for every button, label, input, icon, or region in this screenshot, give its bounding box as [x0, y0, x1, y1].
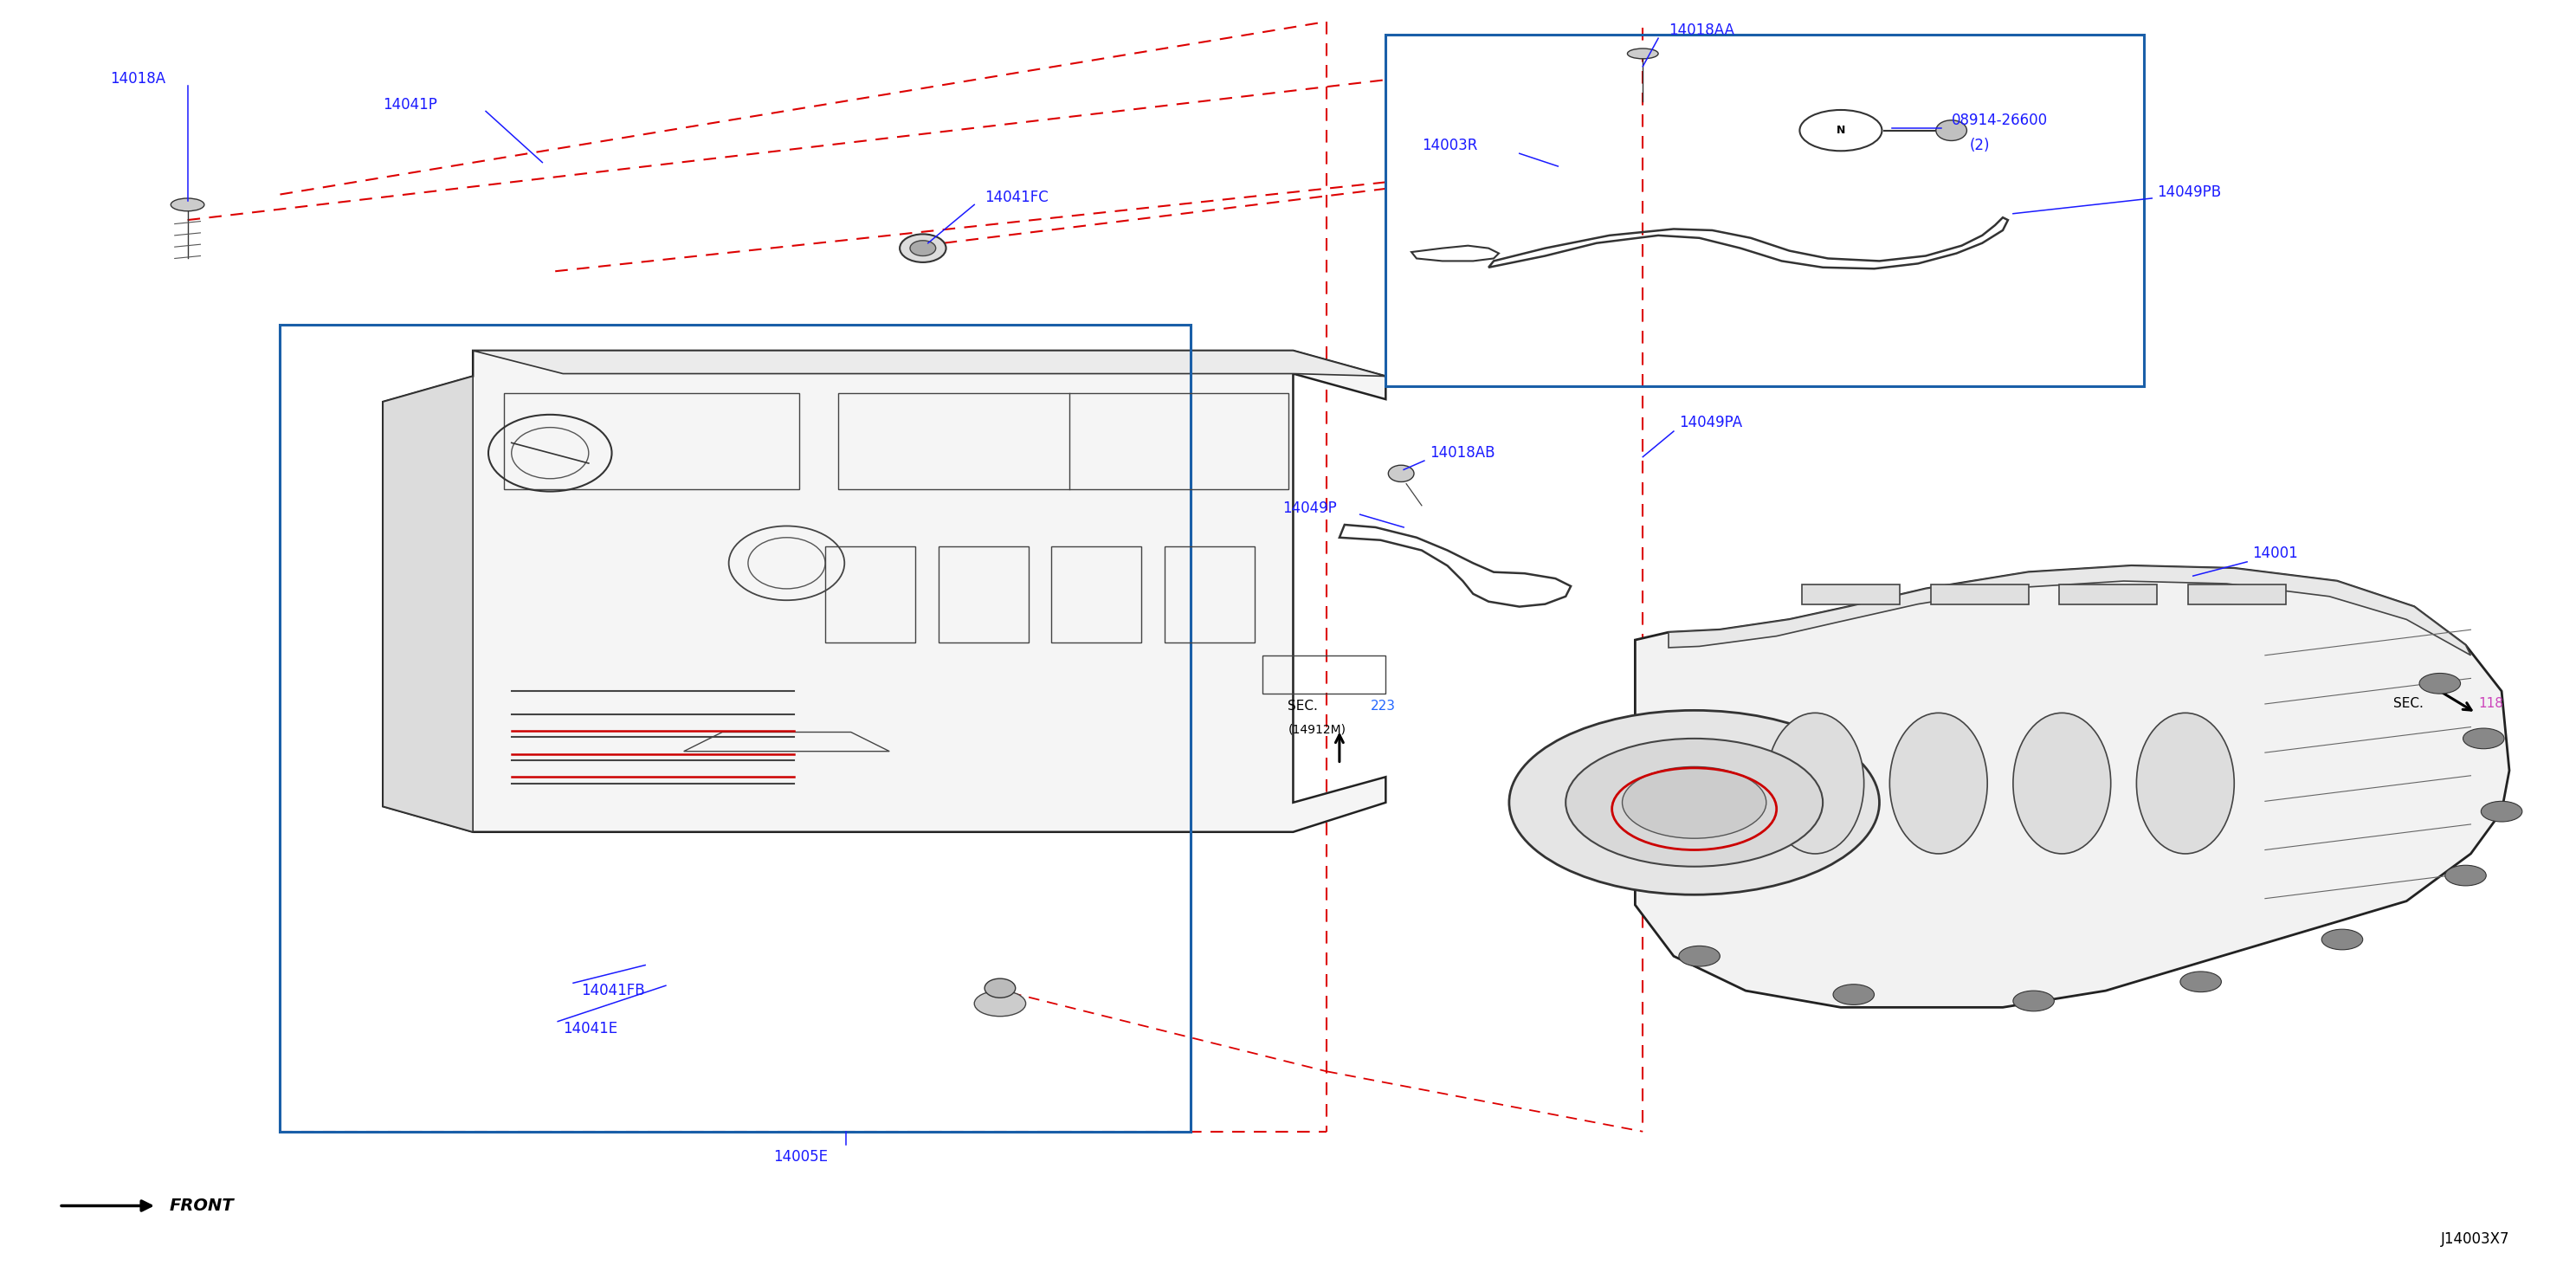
Text: FRONT: FRONT — [170, 1198, 234, 1214]
Text: J14003X7: J14003X7 — [2439, 1231, 2509, 1246]
Text: 118: 118 — [2478, 698, 2504, 711]
Polygon shape — [384, 377, 474, 831]
Circle shape — [2463, 729, 2504, 749]
Text: 14018AA: 14018AA — [1669, 23, 1734, 39]
Ellipse shape — [2012, 713, 2110, 853]
Polygon shape — [1803, 585, 1901, 604]
Ellipse shape — [984, 979, 1015, 997]
Circle shape — [1566, 739, 1824, 866]
Text: 223: 223 — [1370, 700, 1396, 713]
Circle shape — [1510, 711, 1880, 894]
Text: 14049P: 14049P — [1283, 500, 1337, 515]
Polygon shape — [474, 351, 1386, 377]
Text: 14003R: 14003R — [1422, 137, 1479, 154]
Text: 08914-26600: 08914-26600 — [1953, 112, 2048, 129]
Text: 14041FC: 14041FC — [984, 189, 1048, 204]
Text: 14018AB: 14018AB — [1430, 445, 1494, 461]
Text: (14912M): (14912M) — [1288, 723, 1347, 735]
Circle shape — [2321, 929, 2362, 950]
Circle shape — [2419, 673, 2460, 694]
Ellipse shape — [899, 234, 945, 262]
Circle shape — [1834, 984, 1875, 1005]
Ellipse shape — [1388, 465, 1414, 482]
Text: 14005E: 14005E — [773, 1149, 829, 1165]
Polygon shape — [1636, 565, 2509, 1007]
Text: 14001: 14001 — [2251, 545, 2298, 560]
Circle shape — [1680, 946, 1721, 966]
Text: 14049PA: 14049PA — [1680, 415, 1741, 430]
Polygon shape — [384, 351, 1386, 831]
Circle shape — [974, 991, 1025, 1016]
Ellipse shape — [1767, 713, 1865, 853]
Circle shape — [1623, 767, 1767, 838]
Circle shape — [2481, 802, 2522, 821]
Polygon shape — [1669, 565, 2470, 655]
Ellipse shape — [170, 198, 204, 211]
Circle shape — [1801, 111, 1883, 150]
Text: 14041P: 14041P — [384, 98, 438, 113]
Polygon shape — [2187, 585, 2285, 604]
Ellipse shape — [1891, 713, 1986, 853]
Text: 14018A: 14018A — [111, 72, 165, 87]
Ellipse shape — [1628, 49, 1659, 59]
Text: N: N — [1837, 125, 1844, 136]
Text: SEC.: SEC. — [1288, 700, 1319, 713]
Circle shape — [2179, 971, 2221, 992]
Ellipse shape — [909, 240, 935, 256]
Text: 14041E: 14041E — [564, 1022, 618, 1037]
Polygon shape — [2058, 585, 2156, 604]
Text: SEC.: SEC. — [2393, 698, 2424, 711]
Circle shape — [2445, 865, 2486, 885]
Ellipse shape — [1937, 121, 1968, 140]
Ellipse shape — [2136, 713, 2233, 853]
Polygon shape — [1932, 585, 2027, 604]
Text: 14049PB: 14049PB — [2156, 184, 2221, 199]
Circle shape — [2012, 991, 2053, 1011]
Text: (2): (2) — [1971, 137, 1989, 154]
Text: 14041FB: 14041FB — [582, 983, 644, 998]
